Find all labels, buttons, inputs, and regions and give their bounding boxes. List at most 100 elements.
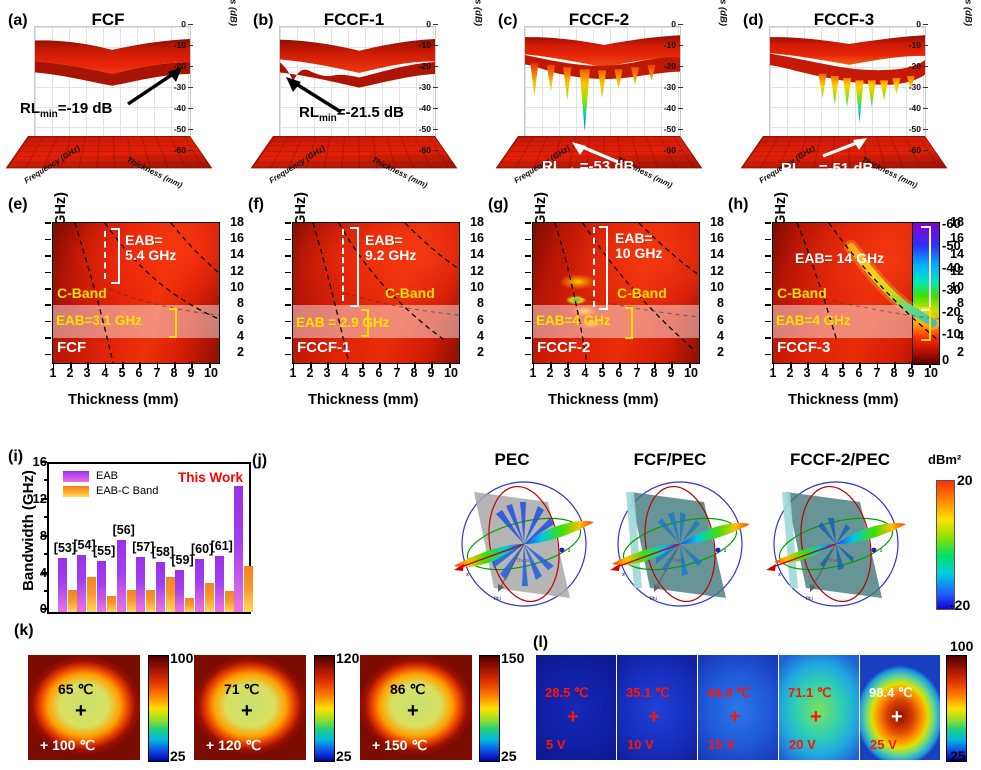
- panel-k-center-temp-2: 71 ℃: [224, 681, 260, 697]
- bar-eab: [234, 486, 244, 612]
- rlmin-subscript: min: [40, 109, 58, 120]
- bar-eab: [195, 558, 204, 612]
- y-tick: 14: [950, 247, 964, 261]
- z-tick: -60: [663, 145, 676, 155]
- panel-b-3d-surface: (b) FCCF-1 0 -10 -20 -30 -40 -50 -60 Ref…: [250, 0, 483, 193]
- z-tick: -40: [908, 103, 921, 113]
- panel-g-heat-field: [533, 223, 699, 363]
- panel-c-tag: (c): [498, 12, 518, 29]
- panel-e-tag: (e): [8, 196, 28, 213]
- bar-eab: [97, 560, 106, 612]
- panel-l-voltage-25v: 25 V: [870, 737, 897, 752]
- panel-h-eab-label: EAB= 14 GHz: [795, 251, 884, 266]
- panel-l-colorbar: [946, 655, 967, 762]
- panel-f-eab-c-label: EAB = 2.9 GHz: [296, 315, 390, 330]
- svg-text:Phi: Phi: [806, 596, 813, 602]
- panel-e-c-band-label: C-Band: [57, 285, 107, 301]
- panel-l-temp-5v: 28.5 ℃: [545, 685, 589, 700]
- eab-line-1: EAB=: [365, 232, 403, 248]
- svg-text:Theta: Theta: [671, 558, 685, 564]
- thermal-image-10v: [617, 655, 697, 760]
- panel-b-surface: [280, 38, 435, 88]
- panel-k-colorbar-1: [148, 655, 169, 762]
- eab-line-2: 10 GHz: [615, 244, 663, 261]
- panel-k-colorbar-3: [479, 655, 500, 762]
- rlmin-subscript: min: [319, 113, 337, 124]
- z-tick: -60: [908, 145, 921, 155]
- x-tick: 7: [873, 366, 881, 380]
- x-tick: 6: [855, 366, 863, 380]
- panel-b-z-axis-label: Reflection Loss (dB): [472, 0, 483, 26]
- panel-i-bars-container: [53] [54] [55] [56] [57] [58] [59] [60] [61]: [49, 464, 254, 612]
- thermal-image-150c: [360, 655, 472, 760]
- panel-b-rlmin-annotation: RLmin=-21.5 dB: [299, 104, 404, 124]
- rlmin-value: =-19 dB: [57, 100, 113, 117]
- x-tick: 8: [410, 366, 418, 380]
- svg-text:z: z: [724, 549, 727, 554]
- z-tick: 0: [181, 19, 186, 29]
- rl-colorbar: [912, 222, 940, 365]
- crosshair-icon: +: [75, 700, 87, 722]
- bar-eab: [77, 555, 87, 612]
- x-tick: 3: [323, 366, 331, 380]
- y-tick: 10: [710, 280, 724, 294]
- panel-l-thermal-20v: 71.1 ℃ + 20 V: [779, 655, 860, 760]
- z-tick: 0: [671, 19, 676, 29]
- x-tick: 5: [118, 366, 126, 380]
- x-tick: 7: [633, 366, 641, 380]
- y-tick: 10: [950, 280, 964, 294]
- panel-k-cb-min-2: 25: [336, 748, 352, 764]
- eab-line-2: 9.2 GHz: [365, 246, 417, 263]
- y-tick: 8: [957, 296, 964, 310]
- panel-i-legend: EAB EAB-C Band: [63, 470, 158, 497]
- x-tick: 8: [650, 366, 658, 380]
- panel-e-eab-c-bracket: [169, 308, 177, 338]
- x-tick: 2: [306, 366, 314, 380]
- panel-c-z-axis: 0 -10 -20 -30 -40 -50 -60: [656, 19, 690, 155]
- panel-i-this-work-annotation: This Work: [177, 470, 243, 485]
- panel-f-heat-field: [293, 223, 459, 363]
- y-tick: 2: [237, 345, 244, 359]
- panel-h-c-band-label: C-Band: [777, 285, 827, 301]
- panel-h-tag: (h): [728, 196, 749, 213]
- panel-j-tag: (j): [252, 452, 268, 469]
- bar-eab-c-band: [205, 583, 214, 612]
- panel-h-heat-field: [773, 223, 939, 363]
- y-tick: 14: [470, 247, 484, 261]
- bar-reference-label: [58]: [151, 544, 175, 559]
- bar-eab-c-band: [126, 590, 136, 612]
- bar-eab: [116, 540, 126, 612]
- crosshair-icon: +: [729, 706, 741, 728]
- legend-label-eab-c: EAB-C Band: [96, 485, 159, 497]
- y-tick: 12: [950, 264, 964, 278]
- z-tick: -30: [908, 82, 921, 92]
- panel-f-eab-label: EAB= 9.2 GHz: [365, 233, 416, 262]
- z-tick: -60: [418, 145, 431, 155]
- x-tick: 9: [427, 366, 435, 380]
- bar-eab-c-band: [107, 595, 116, 612]
- colorbar-tick: -50: [942, 238, 961, 253]
- rcs-pattern-fcf-pec: x Phi z Theta: [610, 481, 750, 607]
- x-tick: 2: [66, 366, 74, 380]
- panel-k-tag: (k): [14, 622, 34, 639]
- bar-eab: [57, 558, 67, 612]
- panel-f-tag: (f): [248, 196, 264, 213]
- bar-eab-c-band: [185, 597, 195, 612]
- x-tick: 7: [153, 366, 161, 380]
- panel-f-eab-c-bracket: [361, 309, 369, 337]
- panel-c-title: FCCF-2: [568, 10, 630, 29]
- panel-k-set-temp-2: + 120 ℃: [206, 737, 262, 753]
- panel-g-matching-curves: [554, 223, 699, 363]
- legend-swatch-eab: [63, 470, 89, 482]
- panel-h-x-axis-label: Thickness (mm): [788, 392, 899, 408]
- panel-k-cb-max-1: 100: [170, 650, 194, 666]
- bar-reference-label: [56]: [112, 523, 135, 537]
- panel-d-rlmin-annotation: RLmin=-51 dB: [781, 160, 873, 180]
- panel-g-c-band-region: [533, 305, 699, 339]
- z-tick: 0: [426, 19, 431, 29]
- x-tick: 4: [101, 366, 109, 380]
- y-tick: 6: [237, 313, 244, 327]
- panel-d-z-axis: 0 -10 -20 -30 -40 -50 -60: [901, 19, 935, 155]
- thermal-image-25v: [860, 655, 940, 760]
- x-tick: 1: [529, 366, 537, 380]
